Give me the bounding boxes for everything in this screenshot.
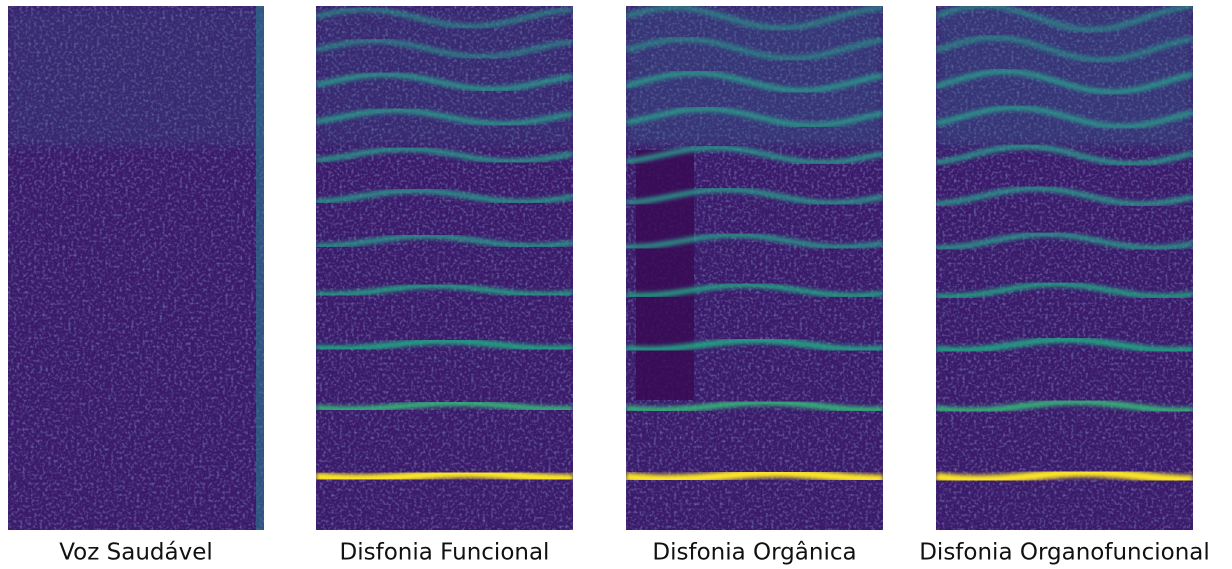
harmonic <box>316 71 573 92</box>
harmonic <box>626 468 883 484</box>
harmonic <box>936 467 1193 485</box>
harmonic <box>936 231 1193 251</box>
harmonic <box>316 399 573 413</box>
harmonic <box>626 187 883 206</box>
harmonic <box>936 281 1193 299</box>
harmonic <box>626 399 883 414</box>
harmonic <box>936 6 1193 33</box>
right-edge <box>256 6 264 530</box>
harmonic <box>626 70 883 94</box>
harmonic <box>316 233 573 249</box>
harmonic <box>936 68 1193 95</box>
harmonic <box>316 468 573 484</box>
dark-block <box>636 150 694 400</box>
panel-caption: Disfonia Organofuncional <box>919 540 1210 566</box>
harmonic <box>316 38 573 60</box>
harmonic <box>936 185 1193 207</box>
harmonic <box>316 146 573 164</box>
harmonic <box>626 145 883 165</box>
harmonic <box>316 107 573 127</box>
harmonic <box>316 337 573 352</box>
harmonic <box>936 336 1193 354</box>
harmonic <box>936 105 1193 130</box>
harmonic <box>626 36 883 61</box>
harmonic <box>316 188 573 205</box>
panel-caption: Disfonia Funcional <box>340 540 550 566</box>
spectrogram <box>8 6 264 530</box>
harmonic <box>316 6 573 30</box>
panel-caption: Voz Saudável <box>59 540 213 566</box>
harmonic <box>626 337 883 353</box>
harmonic <box>626 232 883 250</box>
spectrogram <box>626 6 883 530</box>
panel-caption: Disfonia Orgânica <box>652 540 856 566</box>
harmonic <box>936 398 1193 414</box>
harmonic <box>936 143 1193 167</box>
harmonic <box>626 106 883 128</box>
spectrogram <box>936 6 1193 530</box>
top-haze <box>8 6 264 146</box>
harmonic <box>936 35 1193 63</box>
harmonic <box>316 283 573 298</box>
harmonic <box>626 6 883 31</box>
spectrogram <box>316 6 573 530</box>
harmonic <box>626 282 883 299</box>
